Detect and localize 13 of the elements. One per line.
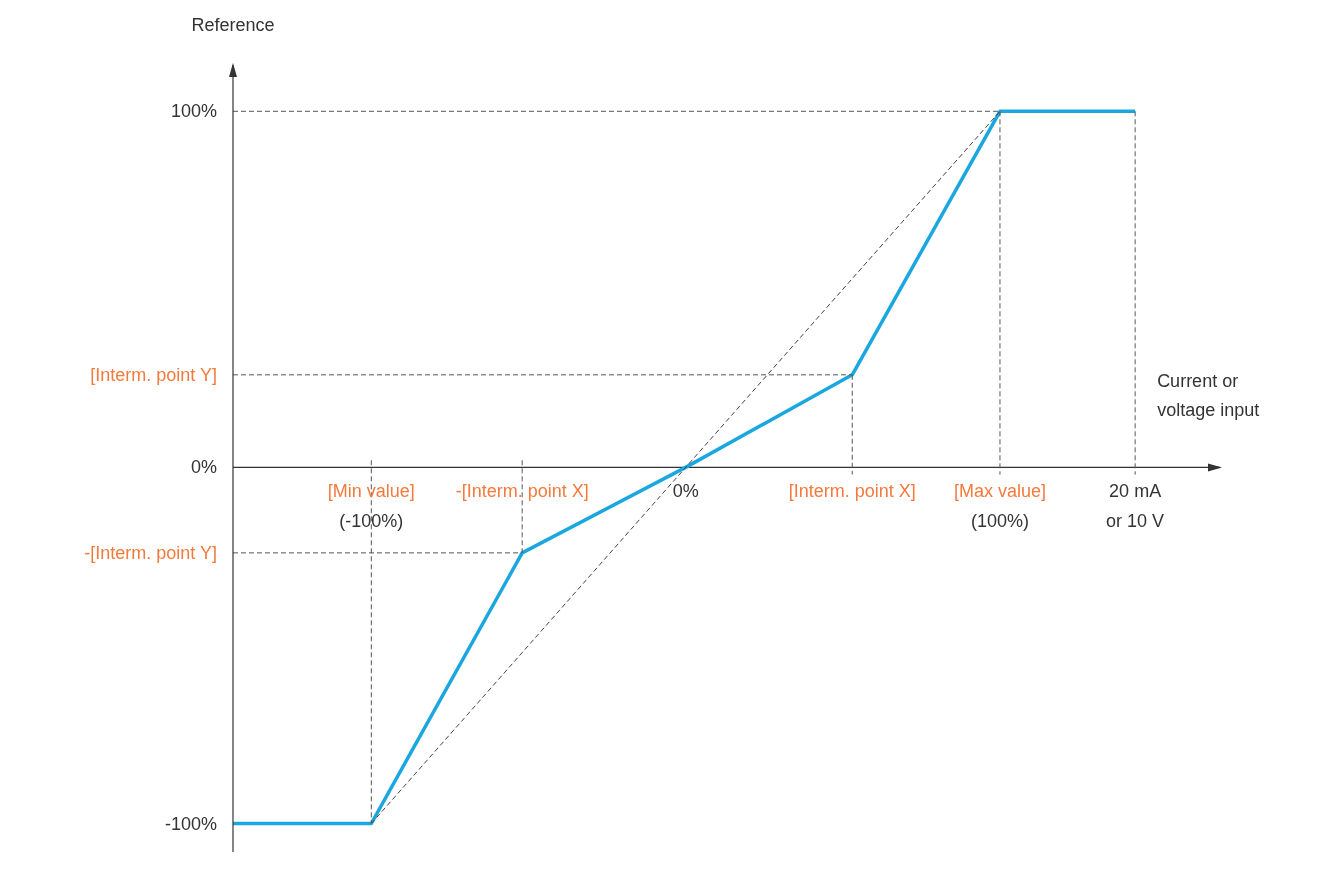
y-tick-label: -100% (164, 813, 217, 834)
x-axis-title: Current or voltage input (1157, 370, 1261, 423)
x-tick-label: [Min value] (-100%) (327, 481, 415, 532)
y-tick-label: 100% (170, 101, 217, 122)
y-tick-label: [Interm. point Y] (90, 364, 217, 385)
x-tick-label: [Interm. point X] (788, 481, 916, 502)
x-tick-label: 0% (672, 481, 699, 502)
y-tick-label: 0% (190, 457, 217, 478)
y-axis-title: Reference (190, 15, 276, 36)
x-tick-label: -[Interm. point X] (455, 481, 589, 502)
x-tick-label: 20 mA or 10 V (1106, 481, 1165, 532)
x-tick-label: [Max value] (100%) (953, 481, 1046, 532)
y-tick-label: -[Interm. point Y] (84, 542, 217, 563)
